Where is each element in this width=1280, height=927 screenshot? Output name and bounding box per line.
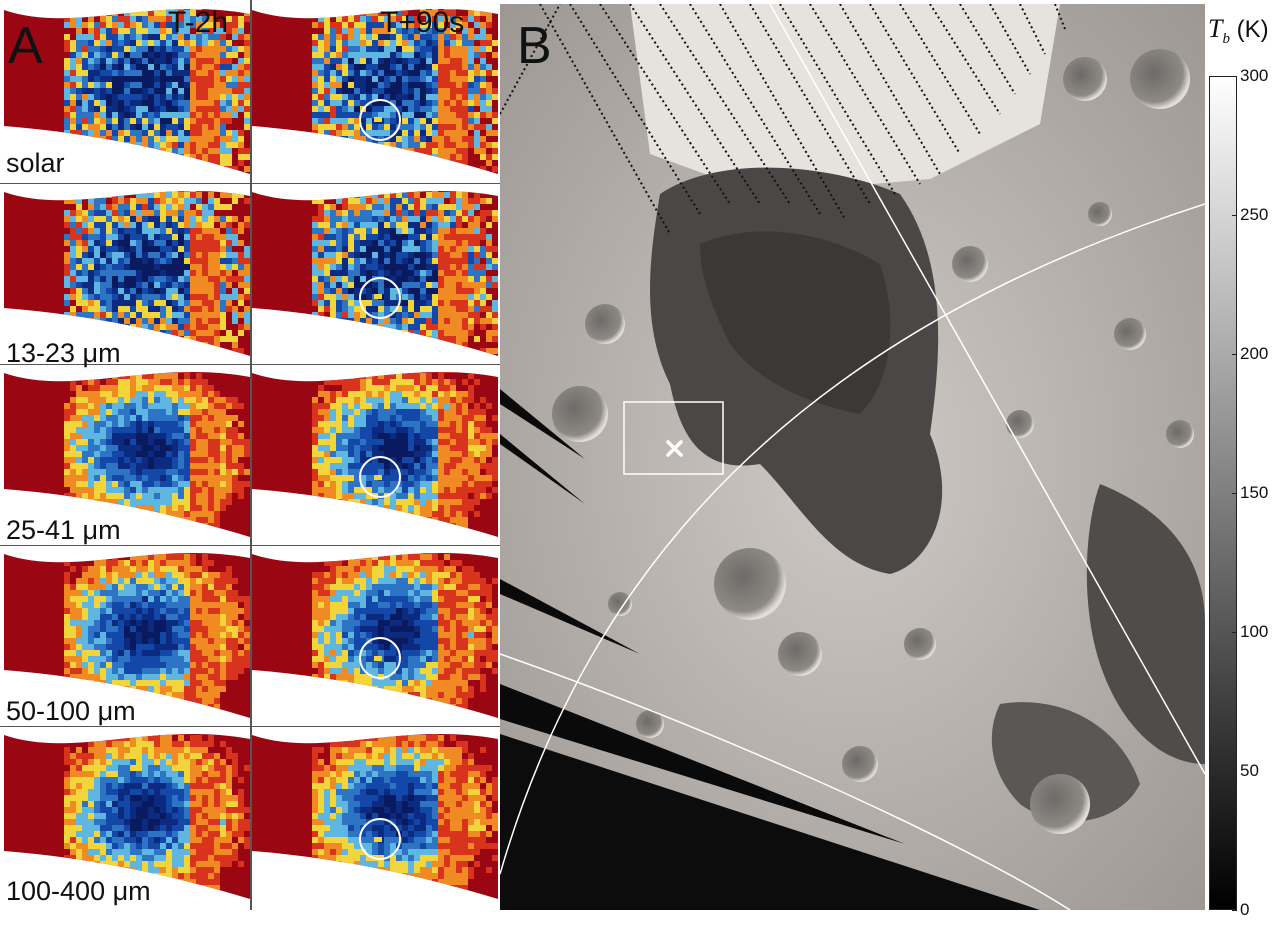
thermal-map-cell bbox=[252, 367, 498, 545]
colorbar-tick-mark bbox=[1232, 910, 1237, 911]
row-label-50-100um: 50-100 μm bbox=[6, 696, 136, 726]
thermal-map-cell bbox=[252, 4, 498, 182]
impact-circle-icon bbox=[359, 277, 401, 319]
colorbar-tick-mark bbox=[1232, 354, 1237, 355]
thermal-map-cell bbox=[4, 186, 250, 364]
thermal-map-cell bbox=[4, 4, 250, 182]
grid-divider bbox=[0, 545, 500, 546]
colorbar-tick-label: 200 bbox=[1240, 344, 1269, 363]
colorbar-tick-mark bbox=[1232, 771, 1237, 772]
colorbar-symbol: T bbox=[1208, 14, 1223, 43]
column-header-t-plus-90s: T+90s bbox=[380, 6, 465, 39]
zoom-box bbox=[623, 401, 724, 475]
colorbar-tick-label: 300 bbox=[1240, 66, 1269, 85]
thermal-map-cell bbox=[4, 548, 250, 726]
colorbar-tick-mark bbox=[1232, 493, 1237, 494]
thermal-map-image bbox=[252, 733, 498, 899]
column-header-t-minus-2h: T-2h bbox=[168, 6, 229, 39]
colorbar-subscript: b bbox=[1222, 30, 1230, 47]
impact-circle-icon bbox=[359, 637, 401, 679]
thermal-map-image bbox=[4, 371, 250, 537]
grid-divider bbox=[0, 183, 500, 184]
thermal-map-image bbox=[252, 8, 498, 174]
grid-divider bbox=[0, 726, 500, 727]
thermal-map-cell bbox=[4, 367, 250, 545]
row-label-13-23um: 13-23 μm bbox=[6, 338, 121, 368]
thermal-map-cell bbox=[252, 729, 498, 907]
thermal-map-cell bbox=[4, 729, 250, 907]
thermal-map-image bbox=[4, 552, 250, 718]
row-label-25-41um: 25-41 μm bbox=[6, 515, 121, 545]
colorbar-tick-label: 250 bbox=[1240, 205, 1269, 224]
impact-circle-icon bbox=[359, 456, 401, 498]
panel-a-label: A bbox=[8, 17, 43, 75]
colorbar-tick-label: 100 bbox=[1240, 622, 1269, 641]
colorbar-tick-label: 0 bbox=[1240, 900, 1250, 919]
grid-divider bbox=[250, 0, 252, 910]
x-mark-icon bbox=[666, 440, 683, 457]
lunar-surface-image bbox=[500, 4, 1205, 910]
impact-circle-icon bbox=[359, 818, 401, 860]
thermal-map-image bbox=[4, 190, 250, 356]
thermal-map-cell bbox=[252, 548, 498, 726]
grid-divider bbox=[0, 364, 500, 365]
colorbar-tick-label: 150 bbox=[1240, 483, 1269, 502]
colorbar-tick-label: 50 bbox=[1240, 761, 1259, 780]
colorbar-tick-mark bbox=[1232, 76, 1237, 77]
colorbar-title: Tb (K) bbox=[1208, 14, 1269, 48]
colorbar-tick-mark bbox=[1232, 632, 1237, 633]
row-label-solar: solar bbox=[6, 148, 65, 178]
colorbar-tick-mark bbox=[1232, 215, 1237, 216]
thermal-map-image bbox=[252, 552, 498, 718]
thermal-map-image bbox=[4, 733, 250, 899]
thermal-map-image bbox=[252, 371, 498, 537]
panel-b-image bbox=[500, 4, 1205, 910]
impact-circle-icon bbox=[359, 99, 401, 141]
thermal-map-cell bbox=[252, 186, 498, 364]
thermal-map-image bbox=[252, 190, 498, 356]
panel-b-label: B bbox=[517, 17, 552, 75]
row-label-100-400um: 100-400 μm bbox=[6, 876, 151, 906]
colorbar-unit: (K) bbox=[1229, 16, 1269, 43]
thermal-map-image bbox=[4, 8, 250, 174]
